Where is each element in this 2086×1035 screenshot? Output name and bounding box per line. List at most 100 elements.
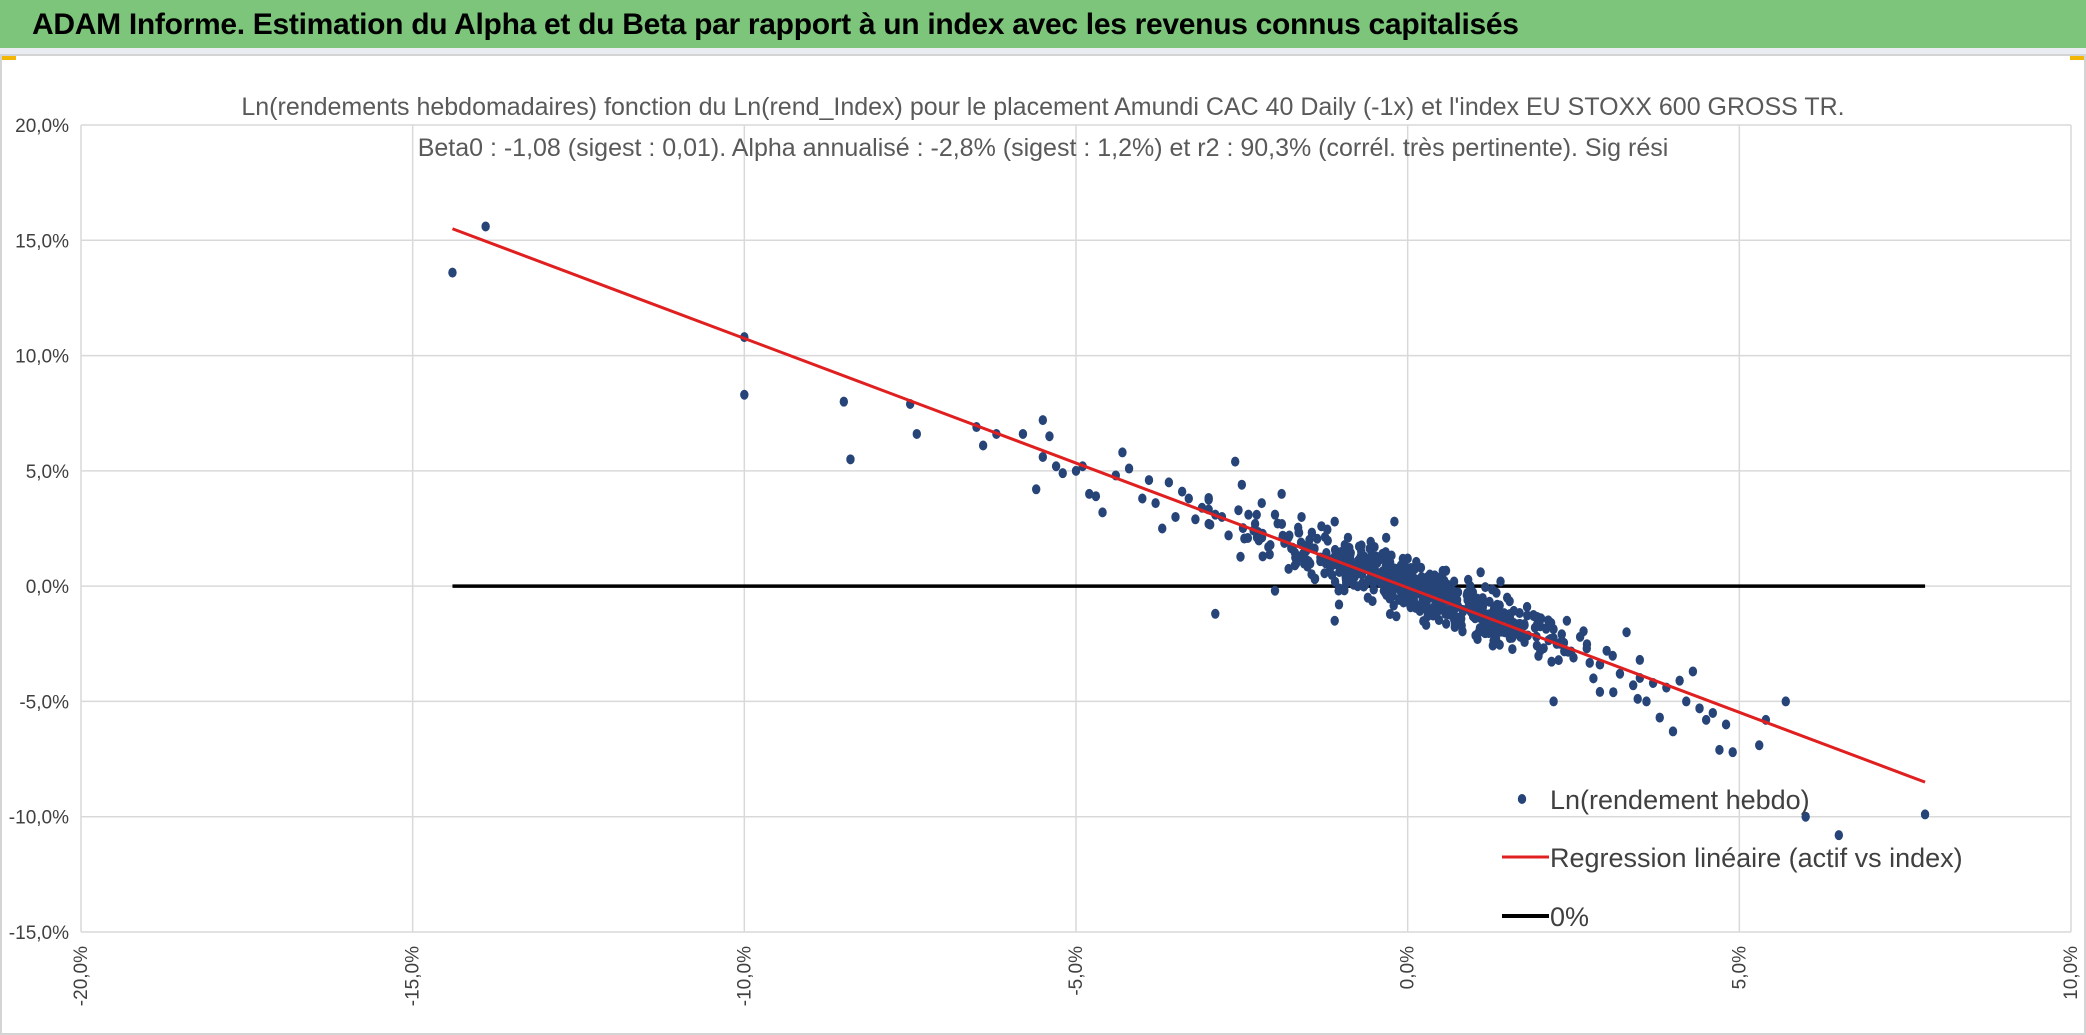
axis-tick-labels: 20,0% 15,0% 10,0% 5,0% 0,0% -5,0% -10,0% -15,0%… xyxy=(9,116,2082,1006)
scatter-point xyxy=(1313,533,1322,544)
scatter-point xyxy=(1224,530,1233,541)
scatter-point xyxy=(1541,623,1551,634)
scatter-point xyxy=(1464,595,1473,606)
scatter-point xyxy=(1549,696,1558,707)
scatter-point xyxy=(1345,553,1355,564)
scatter-point xyxy=(1602,645,1611,656)
scatter-point xyxy=(1330,576,1340,587)
x-tick-label: 0,0% xyxy=(1398,946,1419,989)
scatter-point xyxy=(1307,527,1317,538)
scatter-point xyxy=(846,454,855,465)
scatter-point xyxy=(1191,514,1200,525)
y-tick-label: 15,0% xyxy=(15,231,69,252)
scatter-point xyxy=(1417,572,1426,583)
scatter-point xyxy=(1476,567,1485,578)
scatter-point xyxy=(1408,597,1417,608)
scatter-point xyxy=(1530,622,1540,633)
scatter-point xyxy=(1270,585,1280,596)
scatter-point xyxy=(1582,639,1592,650)
scatter-point xyxy=(1236,551,1245,562)
corner-mark-top-right xyxy=(2070,54,2086,60)
scatter-point xyxy=(1091,491,1101,502)
scatter-point xyxy=(740,389,749,400)
scatter-point xyxy=(1520,620,1529,631)
scatter-point xyxy=(1554,655,1563,666)
scatter-point xyxy=(1492,587,1501,598)
scatter-point xyxy=(1615,668,1625,679)
scatter-point xyxy=(1151,498,1160,509)
scatter-point xyxy=(1450,622,1459,633)
scatter-point xyxy=(912,428,921,439)
scatter-point xyxy=(1406,563,1416,574)
scatter-point xyxy=(1441,618,1451,629)
scatter-point xyxy=(1675,675,1684,686)
scatter-point xyxy=(1536,614,1545,625)
legend-marker-scatter xyxy=(1517,794,1527,804)
legend: Ln(rendement hebdo) Regression linéaire (… xyxy=(1502,785,1963,932)
scatter-point xyxy=(1728,747,1737,758)
scatter-point xyxy=(1045,431,1054,442)
scatter-point xyxy=(1354,541,1364,552)
scatter-point xyxy=(1682,696,1691,707)
x-tick-label: -20,0% xyxy=(71,946,92,1006)
scatter-point xyxy=(1496,576,1505,587)
scatter-point xyxy=(1058,468,1067,479)
scatter-point xyxy=(1375,554,1384,565)
scatter-point xyxy=(1412,556,1421,567)
scatter-point xyxy=(1544,615,1553,626)
scatter-point xyxy=(1695,703,1704,714)
scatter-point xyxy=(1668,726,1678,737)
scatter-point xyxy=(978,440,988,451)
scatter-point xyxy=(1018,428,1028,439)
scatter-point xyxy=(1234,505,1243,516)
scatter-point xyxy=(1622,627,1631,638)
scatter-point xyxy=(1252,509,1261,520)
scatter-point xyxy=(1437,600,1446,611)
scatter-point xyxy=(1421,603,1430,614)
scatter-point xyxy=(1389,600,1398,611)
scatter-point xyxy=(1688,666,1698,677)
scatter-point xyxy=(1418,596,1427,607)
scatter-point xyxy=(1549,624,1558,635)
series-layer xyxy=(448,221,1930,841)
scatter-point xyxy=(1609,687,1618,698)
scatter-point xyxy=(1278,530,1288,541)
scatter-point xyxy=(481,221,490,232)
scatter-point xyxy=(1038,452,1048,463)
scatter-point xyxy=(1701,714,1711,725)
scatter-point xyxy=(1158,523,1167,534)
scatter-point xyxy=(1721,719,1731,730)
scatter-point xyxy=(1585,657,1594,668)
y-tick-label: 0,0% xyxy=(26,577,69,598)
y-tick-label: -5,0% xyxy=(19,692,69,713)
scatter-point xyxy=(1334,599,1344,610)
scatter-point xyxy=(1346,575,1355,586)
scatter-point xyxy=(1421,619,1431,630)
scatter-point xyxy=(448,267,457,278)
scatter-point xyxy=(1368,596,1377,607)
scatter-point xyxy=(1520,633,1529,644)
scatter-point xyxy=(1505,596,1514,607)
scatter-point xyxy=(1257,498,1266,509)
scatter-point xyxy=(1390,516,1399,527)
report-banner: ADAM Informe. Estimation du Alpha et du … xyxy=(0,0,2086,54)
scatter-point xyxy=(1801,811,1810,822)
report-title: ADAM Informe. Estimation du Alpha et du … xyxy=(32,8,1519,41)
scatter-point xyxy=(1529,609,1538,620)
y-tick-label: -10,0% xyxy=(9,808,69,829)
chart-subtitle: Beta0 : -1,08 (sigest : 0,01). Alpha ann… xyxy=(418,134,1669,162)
scatter-point xyxy=(1270,509,1280,520)
scatter-point xyxy=(1266,539,1275,550)
scatter-point xyxy=(1440,575,1449,586)
scatter-point xyxy=(1429,574,1438,585)
scatter-point xyxy=(1396,586,1405,597)
scatter-point xyxy=(1285,530,1294,541)
x-tick-label: 5,0% xyxy=(1729,946,1750,989)
scatter-point xyxy=(1608,650,1617,661)
scatter-point xyxy=(1478,593,1487,604)
scatter-point xyxy=(1124,463,1134,474)
scatter-point xyxy=(1557,629,1566,640)
scatter-point xyxy=(1381,561,1391,572)
scatter-point xyxy=(1032,484,1041,495)
